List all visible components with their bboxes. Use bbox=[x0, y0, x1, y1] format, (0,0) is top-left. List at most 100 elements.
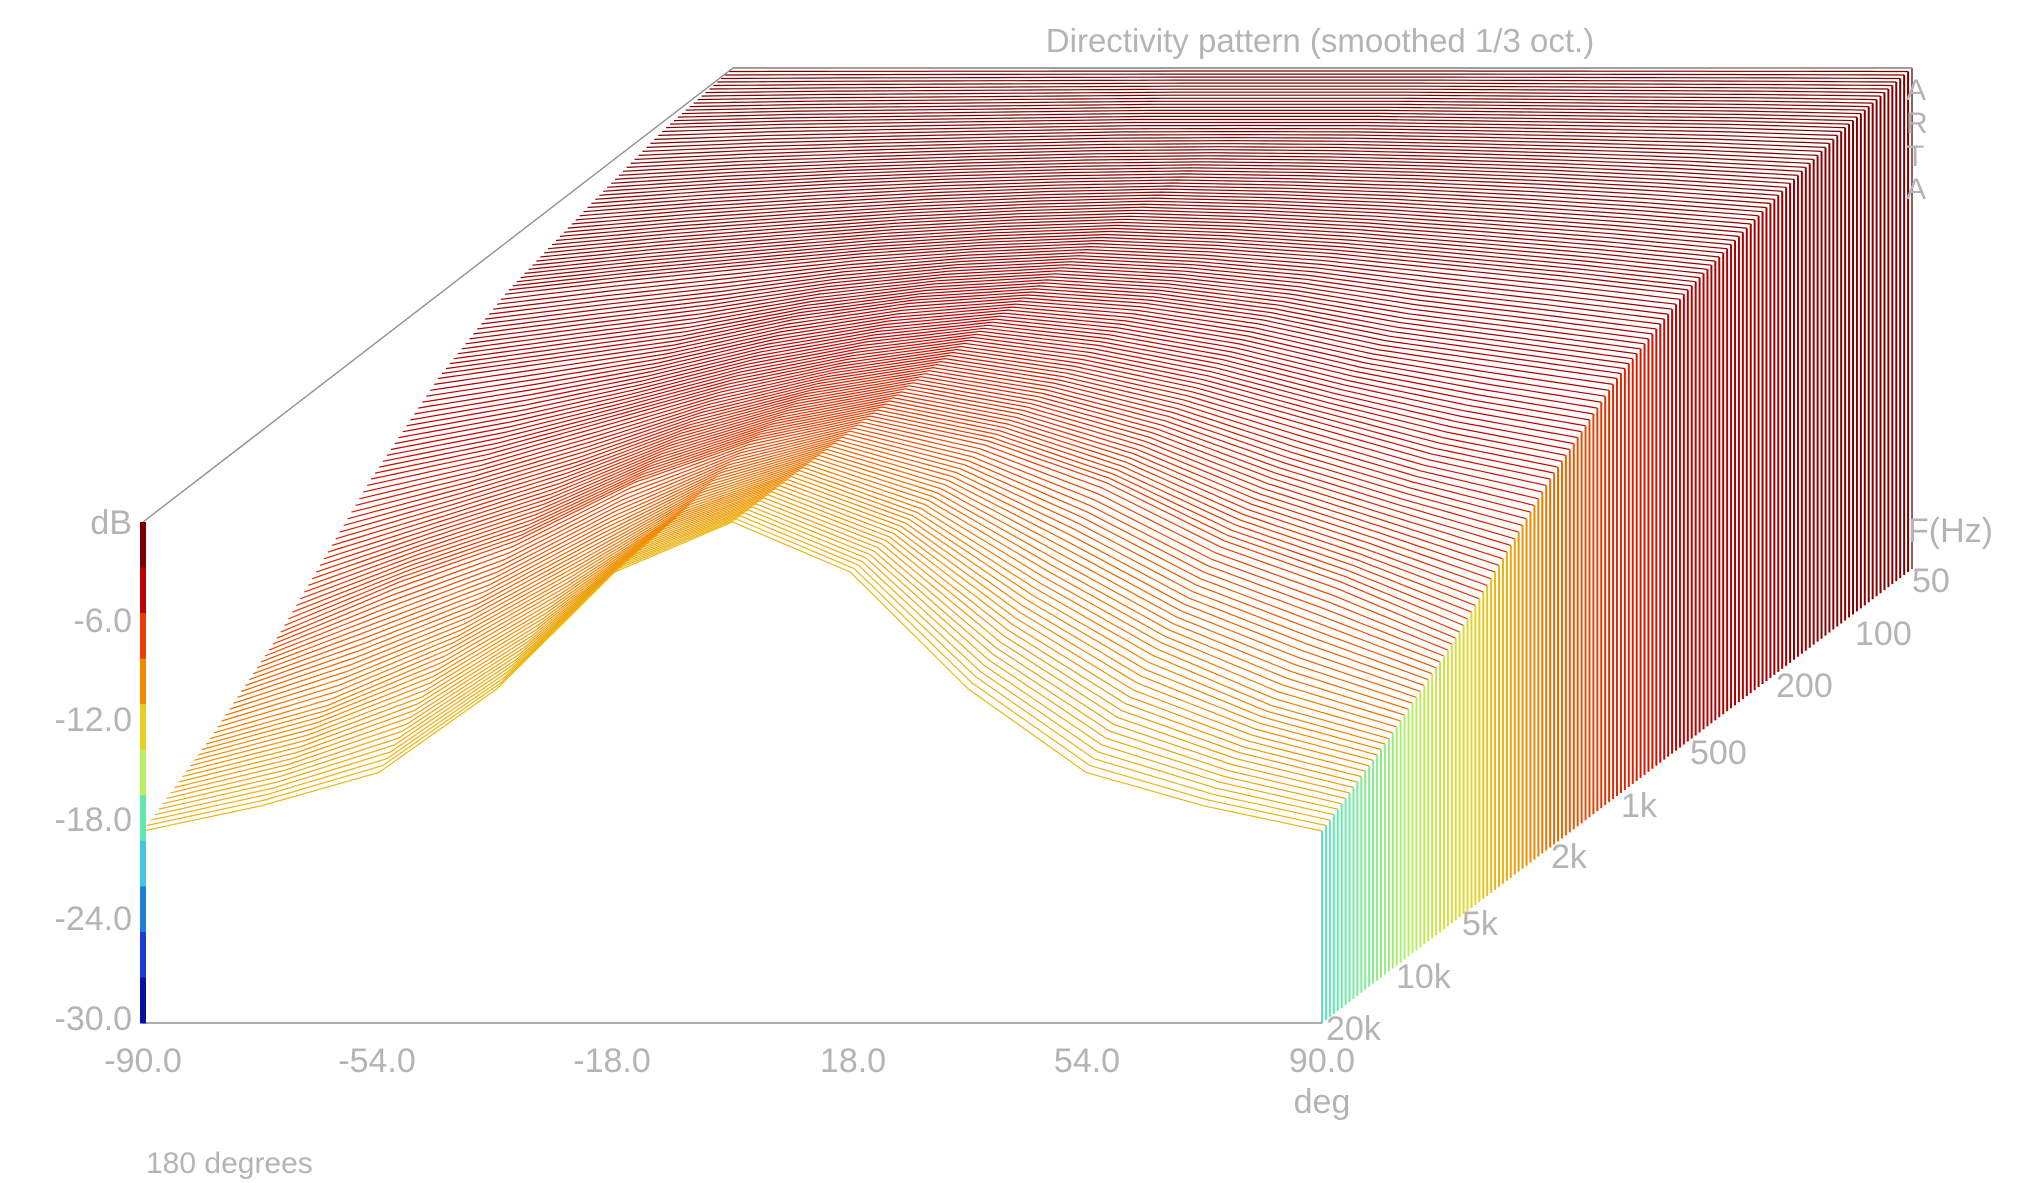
colorbar-segment bbox=[140, 749, 146, 796]
frequency-slice-line bbox=[284, 412, 1464, 626]
frequency-slice-line bbox=[418, 309, 1598, 409]
frequency-slice-line bbox=[567, 194, 1747, 229]
frequency-slice-line bbox=[477, 264, 1657, 330]
frequency-slice-line bbox=[721, 76, 1901, 80]
frequency-slice-line bbox=[288, 409, 1468, 620]
frequency-slice-line bbox=[465, 273, 1645, 345]
frequency-slice-line bbox=[327, 379, 1508, 553]
frequency-slice-line bbox=[311, 391, 1492, 580]
frequency-slice-line bbox=[430, 300, 1610, 391]
z-tick: -18.0 bbox=[55, 801, 133, 839]
frequency-slice-line bbox=[634, 143, 1814, 160]
frequency-slice-line bbox=[626, 149, 1806, 168]
frequency-slice-line bbox=[335, 373, 1515, 540]
frequency-slice-line bbox=[359, 354, 1539, 500]
frequency-slice-line bbox=[630, 146, 1810, 164]
frequency-slice-line bbox=[725, 73, 1905, 76]
frequency-slice-line bbox=[579, 185, 1759, 217]
frequency-slice-line bbox=[493, 251, 1673, 310]
frequency-slice-line bbox=[422, 306, 1602, 403]
frequency-slice-line bbox=[709, 85, 1889, 90]
frequency-slice-line bbox=[292, 406, 1472, 613]
frequency-slice-line bbox=[599, 170, 1779, 196]
brand-letter-a2: A bbox=[1906, 173, 1926, 206]
frequency-slice-line bbox=[245, 442, 1425, 687]
frequency-slice-line bbox=[410, 315, 1590, 421]
y-tick: 20k bbox=[1326, 1010, 1382, 1048]
frequency-slice-line bbox=[563, 197, 1743, 233]
frequency-slice-line bbox=[587, 179, 1767, 209]
frequency-slice-line bbox=[367, 348, 1547, 486]
frequency-slice-line bbox=[170, 500, 1350, 794]
frequency-slice-line bbox=[658, 124, 1838, 136]
frequency-slice-line bbox=[528, 224, 1708, 270]
frequency-slice-line bbox=[280, 415, 1460, 633]
frequency-slice-line bbox=[701, 91, 1881, 97]
z-tick: -12.0 bbox=[55, 701, 133, 739]
y-tick: 5k bbox=[1462, 905, 1499, 943]
frequency-slice-line bbox=[237, 448, 1417, 698]
brand-letter-t: T bbox=[1906, 140, 1924, 173]
frequency-slice-line bbox=[370, 345, 1551, 480]
frequency-slice-line bbox=[611, 161, 1791, 184]
frequency-slice-line bbox=[260, 430, 1441, 663]
frequency-slice-line bbox=[689, 100, 1869, 108]
frequency-slice-line bbox=[500, 245, 1680, 300]
frequency-slice-line bbox=[182, 491, 1362, 778]
colorbar-segment bbox=[140, 931, 146, 978]
frequency-slice-line bbox=[516, 233, 1696, 283]
frequency-slice-line bbox=[520, 230, 1700, 279]
frequency-slice-line bbox=[666, 118, 1846, 129]
frequency-slice-line bbox=[524, 227, 1704, 274]
colorbar-segment bbox=[140, 567, 146, 614]
frequency-slice-line bbox=[540, 215, 1720, 258]
frequency-slice-line bbox=[670, 115, 1850, 125]
frequency-slice-line bbox=[201, 475, 1382, 751]
frequency-slice-line bbox=[717, 79, 1897, 83]
y-tick: 2k bbox=[1551, 838, 1588, 876]
frequency-slice-line bbox=[650, 131, 1830, 144]
frequency-slice-line bbox=[677, 109, 1857, 118]
frequency-slice-line bbox=[252, 436, 1433, 675]
colorbar-segment bbox=[140, 795, 146, 842]
z-tick: -6.0 bbox=[73, 602, 132, 640]
frequency-slice-line bbox=[319, 385, 1500, 566]
frequency-slice-line bbox=[603, 167, 1783, 192]
frequency-slice-line bbox=[469, 270, 1649, 340]
frequency-slice-line bbox=[646, 134, 1826, 148]
frequency-slice-line bbox=[193, 482, 1374, 761]
frequency-slice-line bbox=[150, 515, 1331, 821]
frequency-slice-line bbox=[697, 94, 1877, 101]
frequency-slice-line bbox=[382, 336, 1563, 462]
x-axis-label: deg bbox=[1294, 1083, 1351, 1121]
frequency-slice-line bbox=[162, 506, 1342, 805]
y-tick: 1k bbox=[1621, 787, 1658, 825]
frequency-slice-line bbox=[241, 445, 1421, 693]
frequency-slice-line bbox=[705, 88, 1885, 94]
frequency-slice-line bbox=[402, 321, 1582, 433]
frequency-slice-line bbox=[461, 276, 1641, 350]
frequency-slice-line bbox=[378, 339, 1559, 468]
frequency-slice-line bbox=[614, 158, 1795, 180]
colorbar bbox=[140, 522, 146, 1024]
frequency-slice-line bbox=[713, 82, 1893, 87]
frequency-slice-line bbox=[544, 212, 1724, 254]
frequency-slice-line bbox=[406, 318, 1586, 427]
frequency-slice-line bbox=[583, 182, 1763, 213]
frequency-slice-line bbox=[386, 333, 1567, 456]
frequency-slice-line bbox=[481, 261, 1661, 325]
frequency-slice-line bbox=[571, 191, 1751, 225]
frequency-slice-line bbox=[308, 394, 1488, 586]
frequency-slice-line bbox=[414, 312, 1594, 415]
frequency-slice-line bbox=[300, 400, 1480, 600]
frequency-slice-line bbox=[548, 209, 1728, 250]
frequency-slice-line bbox=[591, 176, 1771, 204]
frequency-slice-line bbox=[729, 70, 1909, 73]
x-tick: 54.0 bbox=[1054, 1042, 1120, 1080]
colorbar-segment bbox=[140, 977, 146, 1024]
y-tick: 200 bbox=[1776, 667, 1833, 705]
frequency-slice-line bbox=[673, 112, 1854, 122]
frequency-slice-line bbox=[331, 376, 1511, 546]
